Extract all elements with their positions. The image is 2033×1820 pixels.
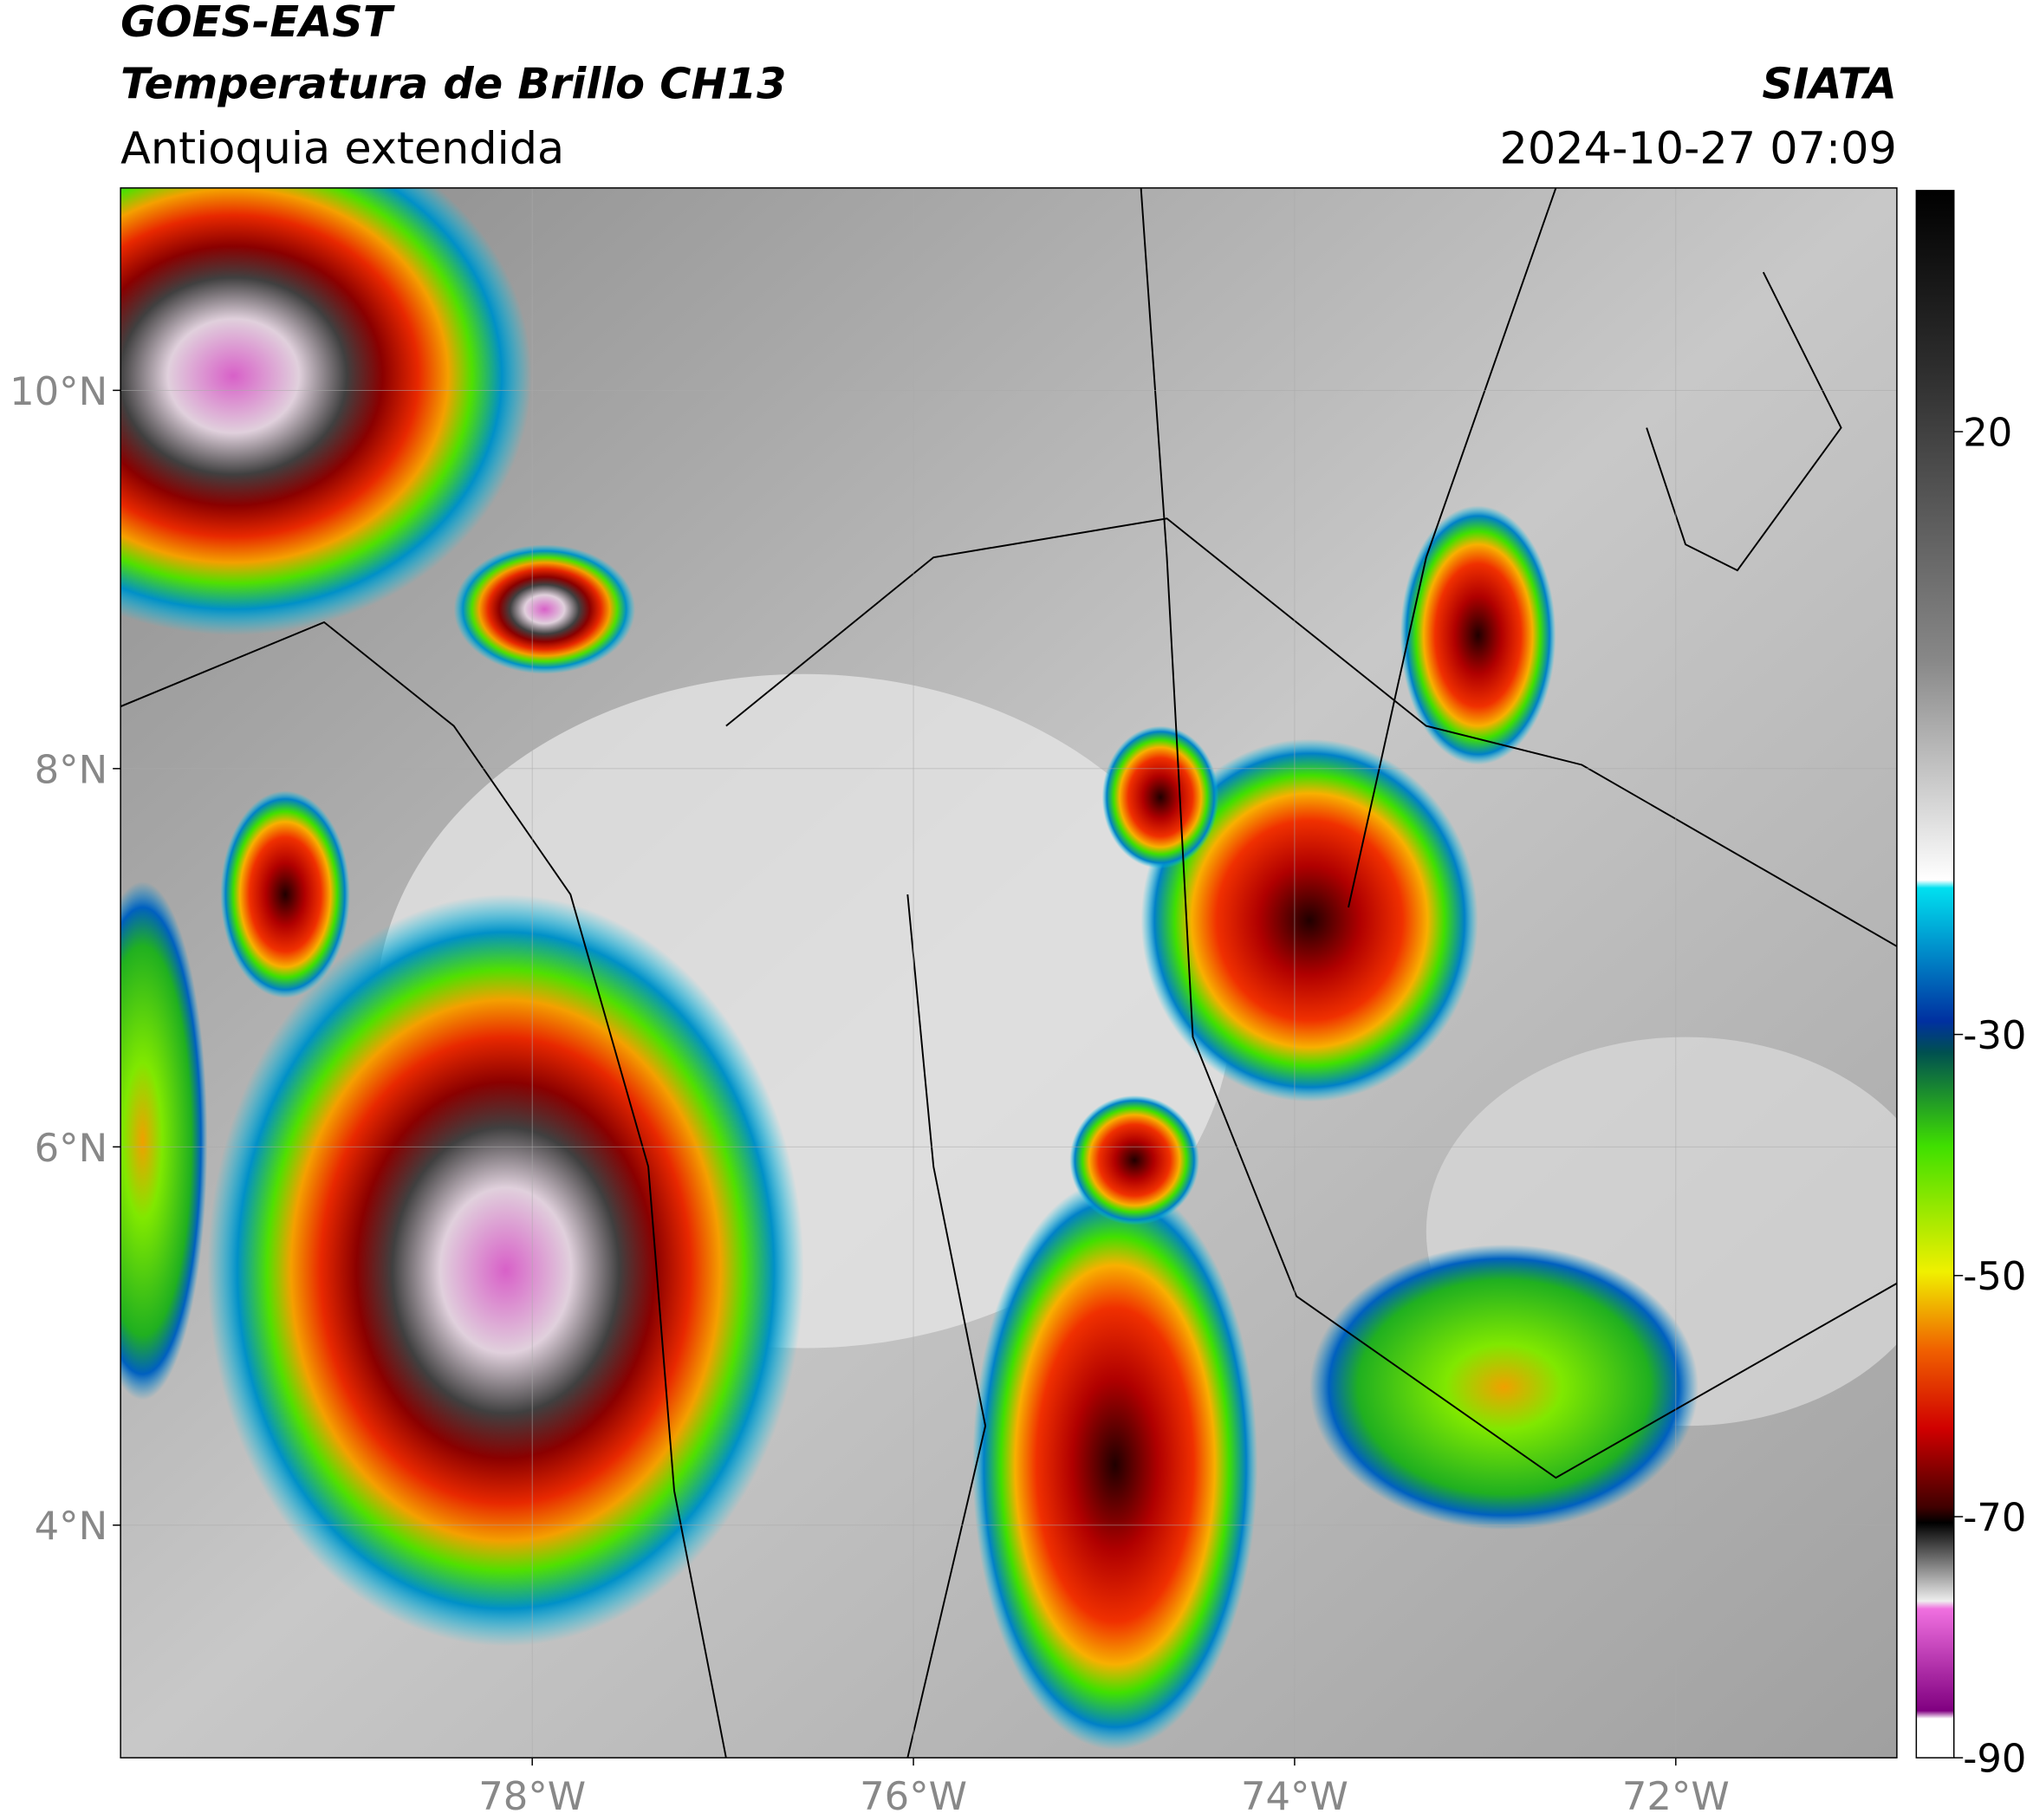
borders	[120, 187, 1897, 1758]
storm-cell	[1309, 1244, 1698, 1530]
colorbar-tick-label: -70	[1963, 1494, 2026, 1540]
region-subtitle: Antioquia extendida	[120, 122, 564, 173]
storm-cell	[972, 1180, 1258, 1751]
storm-cell	[1400, 505, 1556, 765]
storm-cell	[1101, 725, 1219, 869]
grid: 78°W 76°W 74°W 72°W 4°N 6°N 8°N 10°N	[10, 187, 1897, 1819]
colorbar-tick-label: -90	[1963, 1736, 2026, 1782]
x-tick-label: 78°W	[478, 1773, 586, 1819]
storm-cell	[120, 881, 208, 1401]
x-tick-label: 76°W	[860, 1773, 967, 1819]
colorbar	[1915, 190, 1955, 1758]
storm-cell	[207, 894, 804, 1647]
x-tick-label: 74°W	[1241, 1773, 1348, 1819]
colorbar-ticks: -90 -70 -50 -30 20	[1953, 410, 2026, 1782]
satellite-title: GOES-EAST	[120, 0, 395, 47]
storm-cell	[453, 544, 636, 674]
storm-cell	[1069, 1095, 1199, 1225]
x-tick-label: 72°W	[1622, 1773, 1730, 1819]
map-frame	[120, 187, 1898, 1758]
colorbar-tick-label: -50	[1963, 1253, 2026, 1299]
colorbar-tick-label: -30	[1963, 1012, 2026, 1058]
storm-cell	[220, 790, 350, 998]
satellite-image	[120, 187, 1897, 1758]
source-label: SIATA	[1762, 59, 1896, 109]
y-tick-label: 8°N	[35, 746, 108, 792]
y-tick-label: 6°N	[35, 1125, 108, 1171]
colorbar-tick-label: 20	[1963, 410, 2012, 456]
datetime-label: 2024-10-27 07:09	[1500, 122, 1897, 173]
y-tick-label: 4°N	[35, 1503, 108, 1549]
storm-cell	[120, 187, 532, 635]
y-tick-label: 10°N	[10, 368, 107, 414]
product-title: Temperatura de Brillo CH13	[120, 59, 786, 109]
storm-cell	[1140, 738, 1478, 1102]
